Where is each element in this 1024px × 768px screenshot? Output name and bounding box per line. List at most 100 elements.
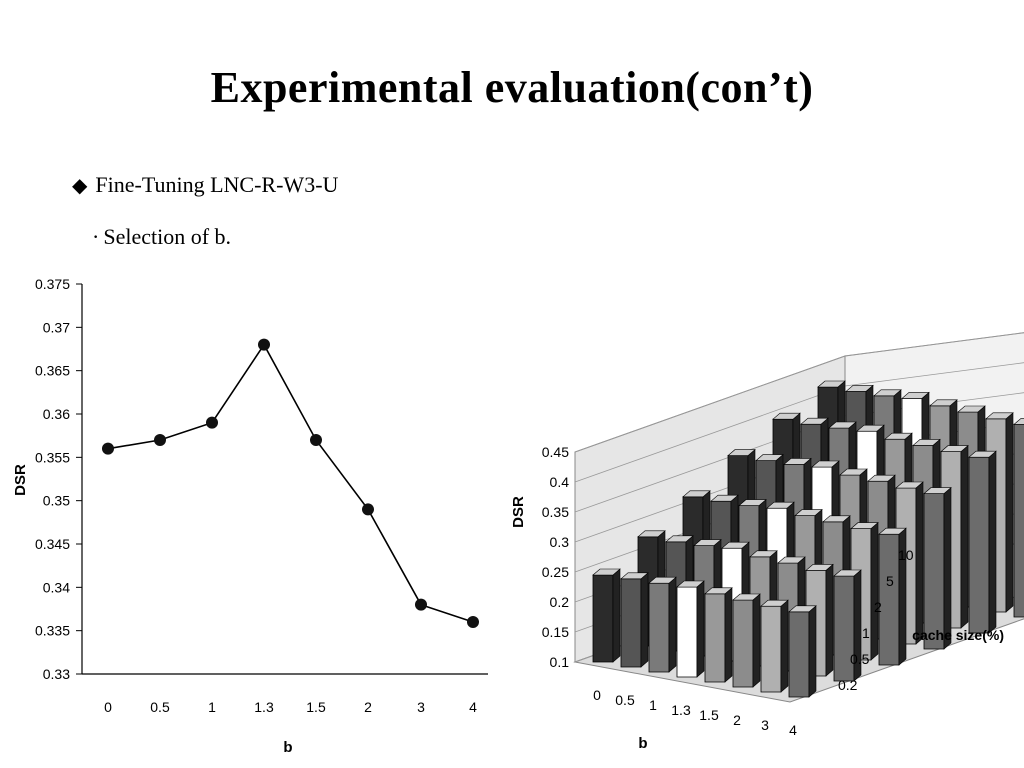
bar-top bbox=[817, 380, 846, 388]
bar-top bbox=[811, 460, 840, 468]
bar-top bbox=[884, 432, 913, 440]
gridline bbox=[574, 385, 846, 483]
bar-top bbox=[822, 515, 851, 523]
bar bbox=[760, 599, 789, 693]
bar bbox=[732, 593, 761, 688]
bar-top bbox=[766, 501, 795, 509]
bar-front bbox=[592, 574, 614, 663]
bar-top bbox=[923, 487, 952, 494]
bar-front bbox=[1013, 423, 1024, 618]
x-tick-label: 0 bbox=[593, 687, 601, 703]
x-axis-label: b bbox=[638, 735, 647, 752]
bar bbox=[592, 568, 621, 663]
y-tick-label: 0.335 bbox=[35, 623, 70, 639]
y-axis-label: DSR bbox=[12, 464, 29, 496]
bar-side bbox=[870, 521, 879, 661]
bar-top bbox=[839, 468, 868, 476]
bar-top bbox=[783, 458, 812, 465]
y-tick-label: 0.4 bbox=[550, 474, 570, 490]
bar-top bbox=[856, 424, 885, 432]
bar-front bbox=[968, 456, 990, 634]
depth-tick-label: 2 bbox=[874, 599, 882, 615]
data-point bbox=[467, 616, 479, 628]
bar-side bbox=[612, 568, 621, 663]
bar-top bbox=[721, 541, 750, 549]
bar-top bbox=[704, 587, 733, 595]
bar-side bbox=[943, 486, 952, 650]
data-point bbox=[102, 442, 114, 455]
bar-top bbox=[693, 539, 722, 546]
bar-top bbox=[867, 474, 896, 482]
y-tick-label: 0.3 bbox=[550, 534, 570, 550]
subbullet-item: · Selection of b. bbox=[92, 224, 231, 250]
bar-top bbox=[760, 599, 789, 607]
y-axis-label: DSR bbox=[510, 496, 527, 528]
bar-top bbox=[648, 576, 677, 584]
bar-top bbox=[895, 481, 924, 489]
bar-top bbox=[878, 527, 907, 535]
bar-side bbox=[915, 481, 924, 645]
dot-bullet-icon: · bbox=[92, 224, 100, 249]
bar-top bbox=[755, 454, 784, 461]
depth-tick-label: 1 bbox=[862, 625, 870, 641]
bar-top bbox=[957, 405, 986, 413]
gridline bbox=[844, 332, 1024, 357]
x-tick-label: 4 bbox=[789, 722, 797, 738]
bullet-text: Fine-Tuning LNC-R-W3-U bbox=[95, 172, 339, 197]
y-tick-label: 0.2 bbox=[550, 594, 570, 610]
y-tick-label: 0.35 bbox=[43, 493, 70, 509]
bar-front bbox=[704, 593, 726, 683]
y-tick-label: 0.45 bbox=[542, 444, 569, 460]
bar-side bbox=[640, 572, 649, 668]
x-tick-label: 2 bbox=[364, 699, 372, 715]
bar bbox=[878, 527, 907, 666]
bar-top bbox=[794, 509, 823, 516]
x-tick-label: 1.3 bbox=[671, 702, 691, 718]
bar-top bbox=[727, 449, 756, 456]
y-tick-label: 0.1 bbox=[550, 654, 570, 670]
bar-top bbox=[850, 522, 879, 529]
bar-top bbox=[732, 593, 761, 601]
y-tick-label: 0.365 bbox=[35, 363, 70, 379]
line-chart: 0.375 0.37 0.365 0.36 0.355 0.35 0.345 0.34 0.33… bbox=[12, 276, 488, 756]
bar-side bbox=[696, 580, 705, 678]
data-point bbox=[258, 338, 270, 351]
bar-top bbox=[828, 421, 857, 429]
y-tick-label: 0.36 bbox=[43, 406, 70, 422]
x-tick-label: 4 bbox=[469, 699, 477, 715]
y-tick-label: 0.35 bbox=[542, 504, 569, 520]
bar bbox=[704, 587, 733, 683]
gridline bbox=[574, 355, 846, 453]
bar-front bbox=[676, 586, 698, 678]
data-point bbox=[154, 434, 166, 446]
y-tick-label: 0.34 bbox=[43, 579, 70, 595]
bar-side bbox=[780, 599, 789, 693]
y-tick-label: 0.37 bbox=[43, 319, 70, 335]
x-tick-label: 3 bbox=[761, 717, 769, 733]
bar-top bbox=[682, 490, 711, 498]
bar-front bbox=[878, 533, 900, 666]
bar-front bbox=[732, 599, 754, 688]
x-tick-label: 3 bbox=[417, 699, 425, 715]
bar-side bbox=[825, 563, 834, 677]
depth-tick-label: 5 bbox=[886, 573, 894, 589]
bar-side bbox=[988, 450, 997, 634]
x-tick-label: 0 bbox=[104, 699, 112, 715]
x-tick-label: 0.5 bbox=[615, 692, 635, 708]
data-point bbox=[310, 434, 322, 446]
bar-top bbox=[845, 385, 874, 392]
bar-top bbox=[777, 556, 806, 564]
bar bbox=[968, 450, 997, 634]
series-line bbox=[107, 343, 474, 623]
bar-top bbox=[772, 412, 801, 420]
bar-top bbox=[788, 605, 817, 613]
bar-front bbox=[923, 493, 945, 650]
bar-top bbox=[620, 572, 649, 580]
diamond-bullet-icon: ◆ bbox=[72, 175, 88, 197]
bar bbox=[833, 569, 862, 682]
bar-side bbox=[808, 605, 817, 698]
bar-top bbox=[985, 412, 1014, 420]
bar-top bbox=[665, 535, 694, 543]
depth-tick-label: 0.2 bbox=[838, 677, 858, 693]
x-tick-label: 1 bbox=[649, 697, 657, 713]
